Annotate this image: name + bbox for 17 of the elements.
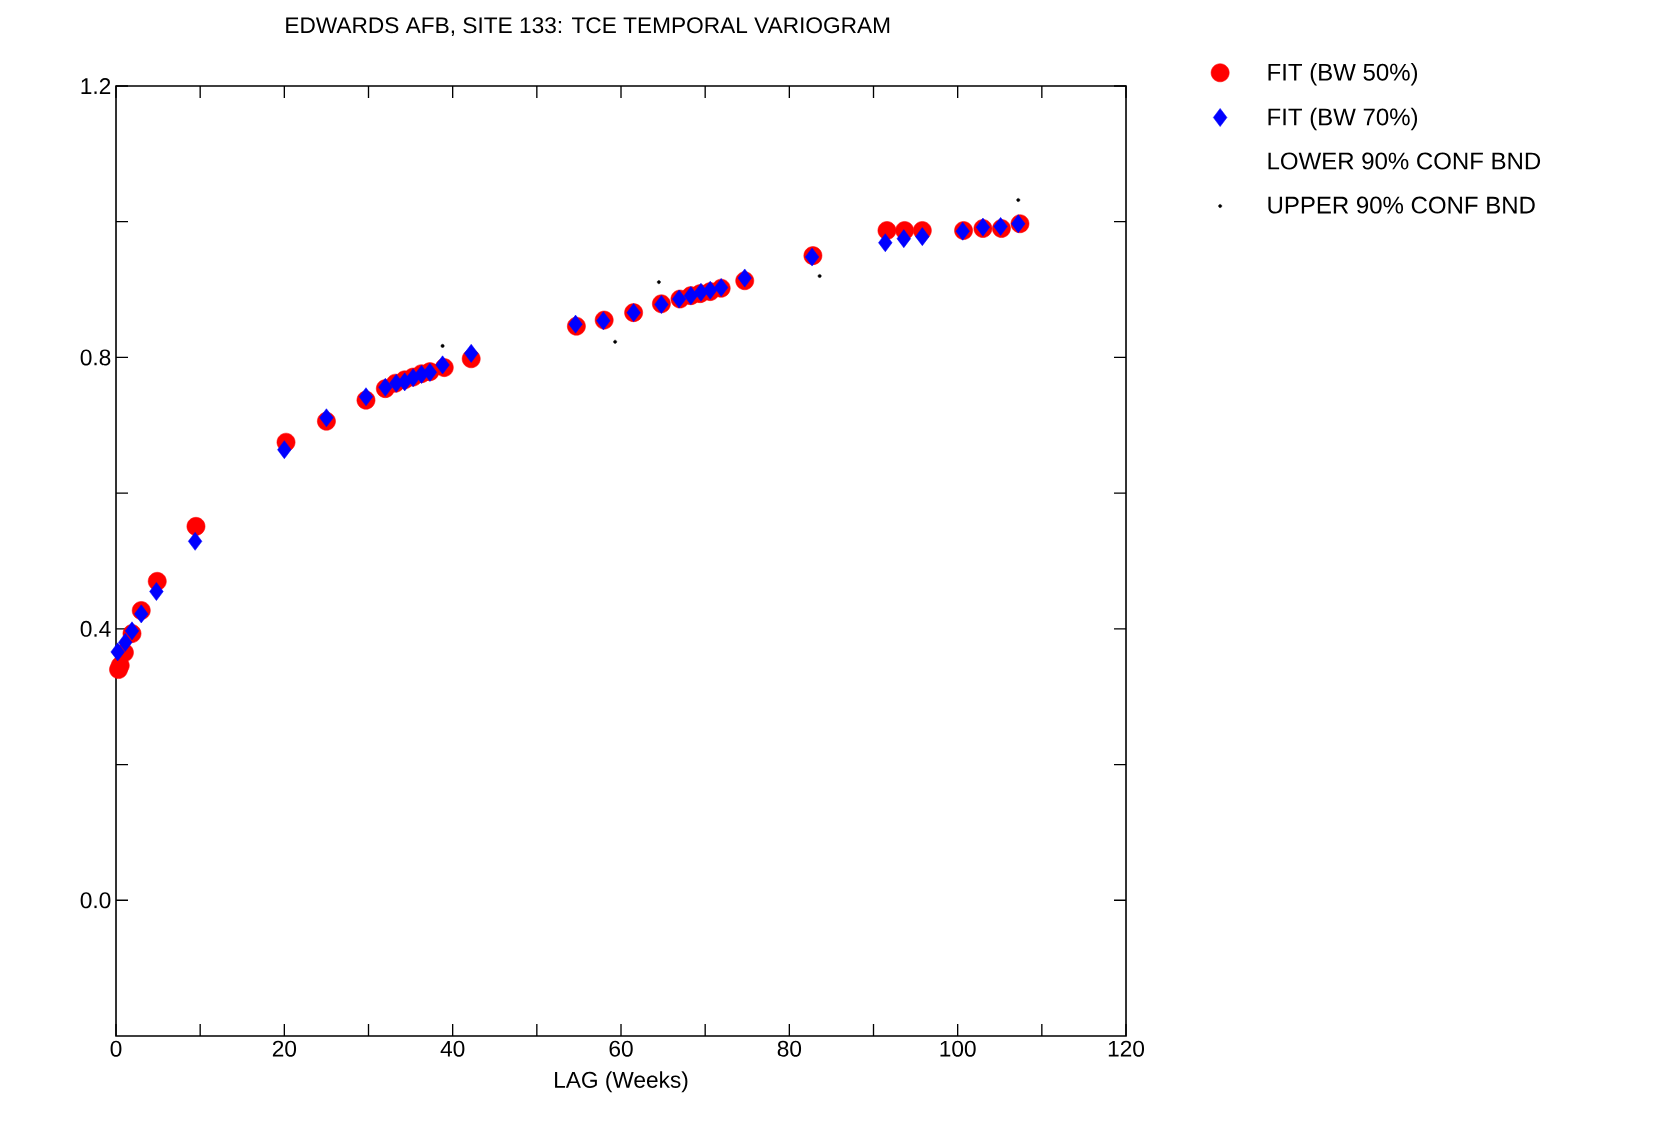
x-tick-label: 80 [777,1040,802,1057]
x-tick-label: 120 [1108,1040,1145,1057]
chart-title: EDWARDS AFB, SITE 133: TCE TEMPORAL VARIOGRAM [286,17,890,36]
legend-label: UPPER 90% CONF BND [1268,196,1535,214]
legend-label: FIT (BW 50%) [1268,63,1418,86]
y-tick-label: 0.0 [80,892,111,909]
legend-label: LOWER 90% CONF BND [1268,152,1541,170]
y-tick-label: 0.8 [80,349,111,366]
x-tick-label: 20 [272,1040,297,1057]
legend-label: FIT (BW 70%) [1268,107,1418,131]
x-tick-label: 60 [609,1040,633,1057]
x-tick-label: 40 [440,1040,465,1057]
y-tick-label: 0.4 [80,620,111,637]
x-axis-title: LAG (Weeks) [555,1071,688,1093]
x-tick-label: 100 [940,1040,976,1057]
x-tick-label: 0 [110,1040,122,1057]
y-tick-label: 1.2 [81,78,111,94]
